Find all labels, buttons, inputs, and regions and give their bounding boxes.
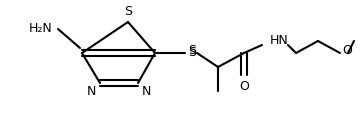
Text: H₂N: H₂N xyxy=(28,22,52,35)
Text: N: N xyxy=(142,85,151,98)
Text: S: S xyxy=(188,45,196,58)
Text: O: O xyxy=(239,80,249,93)
Text: O: O xyxy=(342,45,352,58)
Text: HN: HN xyxy=(270,34,289,47)
Text: N: N xyxy=(87,85,96,98)
Text: S: S xyxy=(124,5,132,18)
Text: S: S xyxy=(188,46,196,59)
